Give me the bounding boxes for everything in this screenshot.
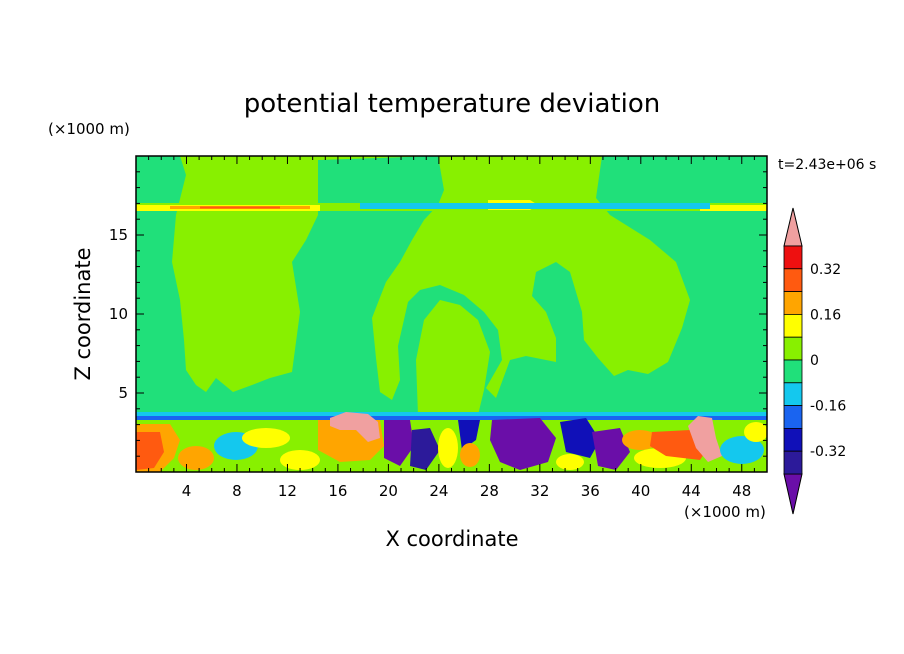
colorbar-segment [783, 313, 803, 338]
x-tick-label: 28 [480, 482, 499, 500]
y-unit-label: (×1000 m) [48, 120, 130, 138]
y-tick-label: 5 [118, 384, 128, 402]
x-tick-label: 44 [682, 482, 701, 500]
x-tick-label: 8 [232, 482, 242, 500]
colorbar-label: -0.16 [810, 399, 846, 415]
contour-blob-yellow [744, 422, 767, 442]
contour-blob-purple-b [490, 418, 556, 470]
contour-blob-purple-a [384, 420, 414, 466]
contour-band-red [200, 206, 280, 209]
x-tick-label: 20 [379, 482, 398, 500]
boundary-layer-top-blue [136, 416, 767, 420]
x-tick-label: 24 [429, 482, 448, 500]
colorbar-segment [783, 382, 803, 406]
colorbar-segment [783, 359, 803, 384]
y-axis: 5 10 15 [109, 171, 767, 457]
contour-blob-navy-b [458, 420, 480, 450]
y-tick-label: 10 [109, 305, 128, 323]
colorbar-segment [783, 291, 803, 315]
y-axis-title: Z coordinate [71, 247, 95, 380]
colorbar-label: 0 [810, 353, 819, 369]
colorbar-segment [783, 245, 803, 270]
x-tick-label: 4 [182, 482, 192, 500]
colorbar-label: 0.16 [810, 307, 841, 323]
contour-blob-yellow [556, 454, 584, 470]
contour-blob-orange [460, 443, 480, 467]
x-axis: 4 8 12 16 20 24 28 32 36 40 44 48 [148, 156, 755, 500]
colorbar-segment [783, 268, 803, 292]
contour-blob-purple-c [592, 428, 630, 470]
colorbar-label: 0.32 [810, 262, 841, 278]
x-tick-label: 36 [581, 482, 600, 500]
x-tick-label: 12 [278, 482, 297, 500]
contour-blob-cyan [720, 436, 764, 464]
contour-band-cyan [360, 203, 710, 209]
contour-field [136, 156, 767, 472]
x-tick-label: 48 [732, 482, 751, 500]
x-tick-label: 32 [530, 482, 549, 500]
contour-blob-yellow [438, 428, 458, 468]
contour-blob-pink-right [688, 416, 722, 462]
contour-blob-pink-left [330, 412, 380, 442]
colorbar-segment [783, 405, 803, 429]
contour-blob-yellow [280, 450, 320, 470]
colorbar-segment [783, 450, 803, 475]
contour-blob-navy-c [560, 418, 600, 458]
contour-blob-orange [178, 446, 214, 470]
colorbar-extend-low [783, 473, 803, 515]
x-tick-label: 16 [328, 482, 347, 500]
contour-blob-navy-a [410, 428, 440, 470]
x-unit-label: (×1000 m) [684, 503, 766, 521]
colorbar-label: -0.32 [810, 444, 846, 460]
chart-title: potential temperature deviation [244, 89, 660, 119]
y-tick-label: 15 [109, 226, 128, 244]
colorbar-extend-high [783, 207, 803, 247]
contour-blob-yellow [242, 428, 290, 448]
time-label: t=2.43e+06 s [778, 157, 876, 173]
x-axis-title: X coordinate [385, 527, 518, 551]
colorbar-segment [783, 427, 803, 452]
contour-blob-red-left [136, 432, 164, 470]
x-tick-label: 40 [631, 482, 650, 500]
colorbar-segment [783, 336, 803, 361]
contour-blob-orange [622, 430, 658, 450]
colorbar: -0.32 -0.16 0 0.16 0.32 [783, 207, 846, 515]
contour-region-lime [416, 300, 490, 415]
